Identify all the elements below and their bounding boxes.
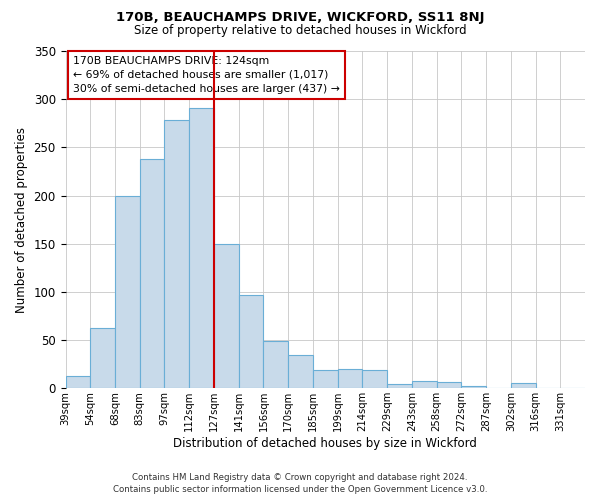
Bar: [65, 376, 90, 388]
Bar: [239, 295, 263, 388]
Bar: [288, 354, 313, 388]
Text: Contains HM Land Registry data © Crown copyright and database right 2024.
Contai: Contains HM Land Registry data © Crown c…: [113, 472, 487, 494]
Bar: [313, 370, 338, 388]
Bar: [387, 384, 412, 388]
Bar: [90, 328, 115, 388]
Bar: [263, 341, 288, 388]
Bar: [461, 386, 486, 388]
Bar: [412, 380, 437, 388]
Bar: [189, 108, 214, 388]
Bar: [437, 382, 461, 388]
Text: Size of property relative to detached houses in Wickford: Size of property relative to detached ho…: [134, 24, 466, 37]
Bar: [338, 369, 362, 388]
Text: 170B BEAUCHAMPS DRIVE: 124sqm
← 69% of detached houses are smaller (1,017)
30% o: 170B BEAUCHAMPS DRIVE: 124sqm ← 69% of d…: [73, 56, 340, 94]
Bar: [362, 370, 387, 388]
Bar: [140, 159, 164, 388]
Bar: [511, 384, 536, 388]
X-axis label: Distribution of detached houses by size in Wickford: Distribution of detached houses by size …: [173, 437, 477, 450]
Y-axis label: Number of detached properties: Number of detached properties: [15, 126, 28, 312]
Bar: [115, 196, 140, 388]
Text: 170B, BEAUCHAMPS DRIVE, WICKFORD, SS11 8NJ: 170B, BEAUCHAMPS DRIVE, WICKFORD, SS11 8…: [116, 11, 484, 24]
Bar: [214, 244, 239, 388]
Bar: [164, 120, 189, 388]
